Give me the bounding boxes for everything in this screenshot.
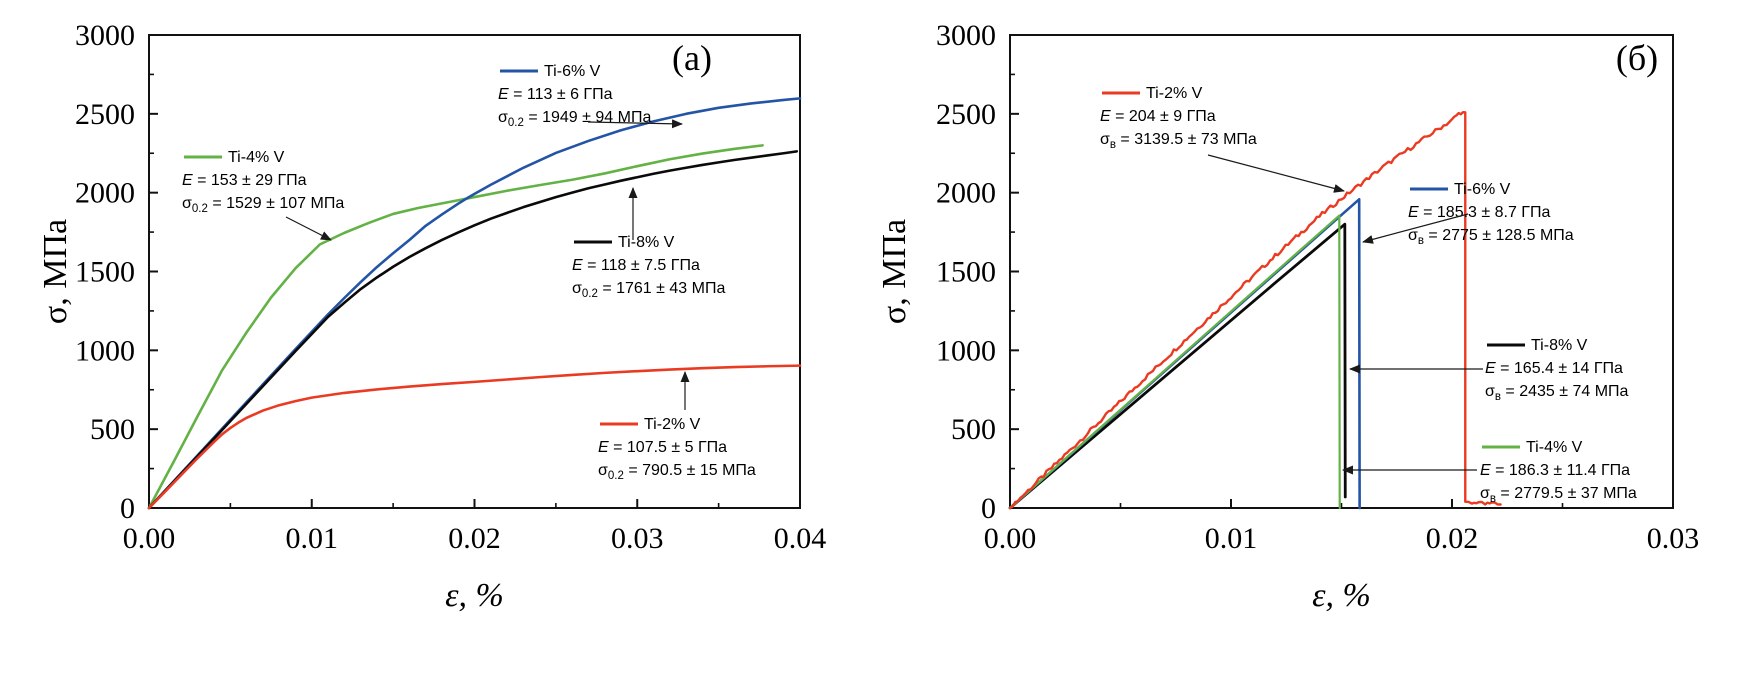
- annotation-ti-8-v: Ti-8% V E = 165.4 ± 14 ГПа σв = 2435 ± 74 …: [1349, 337, 1629, 403]
- modulus-value: E = 107.5 ± 5 ГПа: [598, 439, 727, 456]
- series-ti-8-v-curve: [1008, 222, 1347, 510]
- y-tick-label: 3000: [75, 19, 135, 52]
- strength-value: σ0.2 = 1761 ± 43 МПа: [572, 280, 725, 300]
- strength-value: σ0.2 = 1949 ± 94 МПа: [498, 109, 651, 129]
- y-tick-label: 500: [951, 413, 996, 446]
- legend-label: Ti-2% V: [1146, 85, 1203, 102]
- annotation-ti-6-v: Ti-6% V E = 185.3 ± 8.7 ГПа σв = 2775 ± 12…: [1362, 181, 1574, 247]
- legend-label: Ti-6% V: [544, 63, 601, 80]
- chart-a-ylabel: σ, МПа: [37, 219, 74, 324]
- strength-value: σв = 2779.5 ± 37 МПа: [1480, 485, 1637, 505]
- series-ti-4-v-curve: [147, 144, 764, 510]
- strength-value: σв = 3139.5 ± 73 МПа: [1100, 131, 1257, 151]
- modulus-value: E = 113 ± 6 ГПа: [498, 86, 613, 103]
- chart-a-xlabel: ε, %: [445, 577, 504, 614]
- y-tick-label: 1500: [936, 256, 996, 289]
- chart-b: 0.00 0.01 0.02 0.03 0 500 1000 1500 2000 2500 3000…: [876, 19, 1699, 614]
- y-tick-label: 1000: [936, 334, 996, 367]
- modulus-value: E = 118 ± 7.5 ГПа: [572, 257, 700, 274]
- x-tick-label: 0.02: [1426, 522, 1479, 555]
- legend-label: Ti-8% V: [618, 234, 675, 251]
- chart-a-x-axis: 0.00 0.01 0.02 0.03 0.04: [123, 499, 827, 555]
- series-ti-8-v-curve: [147, 150, 799, 510]
- strength-value: σв = 2775 ± 128.5 МПа: [1408, 227, 1574, 247]
- modulus-value: E = 153 ± 29 ГПа: [182, 172, 307, 189]
- legend-label: Ti-8% V: [1531, 337, 1588, 354]
- chart-b-title: (б): [1616, 38, 1658, 78]
- annotation-ti-4-v: Ti-4% V E = 186.3 ± 11.4 ГПа σв = 2779.5 ±…: [1342, 439, 1637, 505]
- y-tick-label: 1000: [75, 334, 135, 367]
- x-tick-label: 0.01: [1205, 522, 1258, 555]
- x-tick-label: 0.00: [984, 522, 1037, 555]
- chart-a-title: (a): [672, 38, 712, 78]
- chart-b-xlabel: ε, %: [1312, 577, 1371, 614]
- y-tick-label: 500: [90, 413, 135, 446]
- strength-value: σ0.2 = 790.5 ± 15 МПа: [598, 462, 756, 482]
- y-tick-label: 2500: [936, 98, 996, 131]
- chart-b-y-axis: 0 500 1000 1500 2000 2500 3000: [936, 19, 1019, 525]
- x-tick-label: 0.01: [286, 522, 339, 555]
- y-tick-label: 0: [120, 492, 135, 525]
- modulus-value: E = 204 ± 9 ГПа: [1100, 108, 1216, 125]
- modulus-value: E = 186.3 ± 11.4 ГПа: [1480, 462, 1630, 479]
- x-tick-label: 0.04: [774, 522, 827, 555]
- chart-b-ylabel: σ, МПа: [876, 219, 913, 324]
- x-tick-label: 0.03: [1647, 522, 1700, 555]
- chart-b-plot-box: [1009, 34, 1674, 509]
- annotation-ti-4-v: Ti-4% V E = 153 ± 29 ГПа σ0.2 = 1529 ± 107…: [182, 149, 344, 241]
- x-tick-label: 0.02: [448, 522, 501, 555]
- y-tick-label: 1500: [75, 256, 135, 289]
- y-tick-label: 2000: [75, 177, 135, 210]
- modulus-value: E = 165.4 ± 14 ГПа: [1485, 360, 1623, 377]
- annotation-arrow: [587, 119, 683, 129]
- y-tick-label: 3000: [936, 19, 996, 52]
- y-tick-label: 2500: [75, 98, 135, 131]
- x-tick-label: 0.03: [611, 522, 664, 555]
- legend-label: Ti-4% V: [1526, 439, 1583, 456]
- legend-label: Ti-2% V: [644, 416, 701, 433]
- annotation-ti-2-v: Ti-2% V E = 204 ± 9 ГПа σв = 3139.5 ± 73 М…: [1100, 85, 1345, 193]
- modulus-value: E = 185.3 ± 8.7 ГПа: [1408, 204, 1550, 221]
- series-ti-2-v-curve: [147, 364, 802, 510]
- x-tick-label: 0.00: [123, 522, 176, 555]
- legend-label: Ti-4% V: [228, 149, 285, 166]
- series-ti-2-v-curve: [1008, 110, 1502, 510]
- y-tick-label: 2000: [936, 177, 996, 210]
- annotation-ti-8-v: Ti-8% V E = 118 ± 7.5 ГПа σ0.2 = 1761 ± 43…: [572, 187, 725, 300]
- chart-a-plot-box: [148, 34, 801, 509]
- chart-a-y-axis: 0 500 1000 1500 2000 2500 3000: [75, 19, 158, 525]
- chart-b-x-axis: 0.00 0.01 0.02 0.03: [984, 499, 1700, 555]
- strength-value: σ0.2 = 1529 ± 107 МПа: [182, 195, 344, 215]
- annotation-ti-2-v: Ti-2% V E = 107.5 ± 5 ГПа σ0.2 = 790.5 ± 1…: [598, 371, 756, 482]
- annotation-arrow: [285, 216, 332, 241]
- annotation-arrow: [1207, 154, 1345, 193]
- series-ti-6-v-curve: [147, 97, 802, 510]
- annotation-arrow: [1362, 213, 1469, 244]
- legend-label: Ti-6% V: [1454, 181, 1511, 198]
- series-ti-4-v-curve: [1008, 214, 1341, 510]
- annotation-ti-6-v: Ti-6% V E = 113 ± 6 ГПа σ0.2 = 1949 ± 94 М…: [498, 63, 683, 129]
- strength-value: σв = 2435 ± 74 МПа: [1485, 383, 1629, 403]
- chart-a: 0.00 0.01 0.02 0.03 0.04 0 500 1000 1500 2000 2500…: [37, 19, 826, 614]
- y-tick-label: 0: [981, 492, 996, 525]
